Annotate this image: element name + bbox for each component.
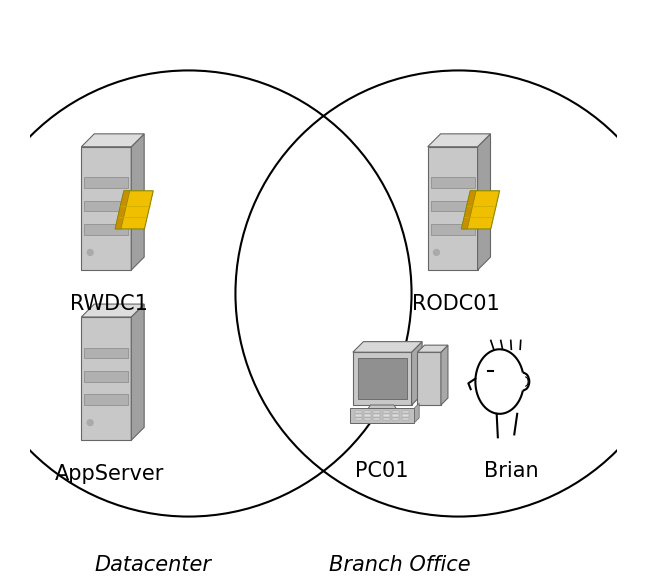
Polygon shape <box>82 317 131 440</box>
Polygon shape <box>373 414 380 417</box>
Polygon shape <box>84 394 128 405</box>
Polygon shape <box>82 304 144 317</box>
Polygon shape <box>364 411 371 413</box>
Polygon shape <box>383 411 390 413</box>
Polygon shape <box>355 418 362 420</box>
Polygon shape <box>84 201 128 211</box>
Polygon shape <box>364 418 371 420</box>
Polygon shape <box>373 418 380 420</box>
Polygon shape <box>355 411 362 413</box>
Polygon shape <box>402 418 409 420</box>
Polygon shape <box>417 345 448 352</box>
Polygon shape <box>84 224 128 235</box>
Polygon shape <box>392 414 399 417</box>
Circle shape <box>87 249 93 255</box>
Polygon shape <box>365 405 400 414</box>
Polygon shape <box>415 403 419 423</box>
Polygon shape <box>383 418 390 420</box>
Polygon shape <box>84 371 128 382</box>
Polygon shape <box>431 201 475 211</box>
Polygon shape <box>353 342 422 352</box>
Text: Branch Office: Branch Office <box>329 555 470 575</box>
Polygon shape <box>131 134 144 270</box>
Polygon shape <box>402 414 409 417</box>
Polygon shape <box>364 414 371 417</box>
Polygon shape <box>355 414 362 417</box>
Text: RODC01: RODC01 <box>411 294 499 313</box>
Polygon shape <box>84 348 128 358</box>
Text: Datacenter: Datacenter <box>94 555 212 575</box>
Polygon shape <box>477 134 490 270</box>
Polygon shape <box>350 408 415 423</box>
Polygon shape <box>392 418 399 420</box>
Polygon shape <box>431 177 475 188</box>
Polygon shape <box>131 304 144 440</box>
Polygon shape <box>411 342 422 405</box>
Polygon shape <box>353 352 411 405</box>
Polygon shape <box>82 134 144 147</box>
Polygon shape <box>417 352 441 405</box>
Polygon shape <box>115 191 130 229</box>
Polygon shape <box>461 191 499 229</box>
Polygon shape <box>383 414 390 417</box>
Polygon shape <box>441 345 448 405</box>
Polygon shape <box>392 411 399 413</box>
Text: Brian: Brian <box>484 461 539 481</box>
Polygon shape <box>115 191 153 229</box>
Circle shape <box>87 420 93 426</box>
Polygon shape <box>84 177 128 188</box>
Text: PC01: PC01 <box>355 461 409 481</box>
Polygon shape <box>402 411 409 413</box>
Text: RWDC1: RWDC1 <box>71 294 148 313</box>
Polygon shape <box>82 147 131 270</box>
Circle shape <box>433 249 439 255</box>
Polygon shape <box>461 191 476 229</box>
Polygon shape <box>428 134 490 147</box>
Polygon shape <box>431 224 475 235</box>
Polygon shape <box>373 411 380 413</box>
Polygon shape <box>358 358 407 399</box>
Text: AppServer: AppServer <box>54 464 164 484</box>
Polygon shape <box>428 147 477 270</box>
